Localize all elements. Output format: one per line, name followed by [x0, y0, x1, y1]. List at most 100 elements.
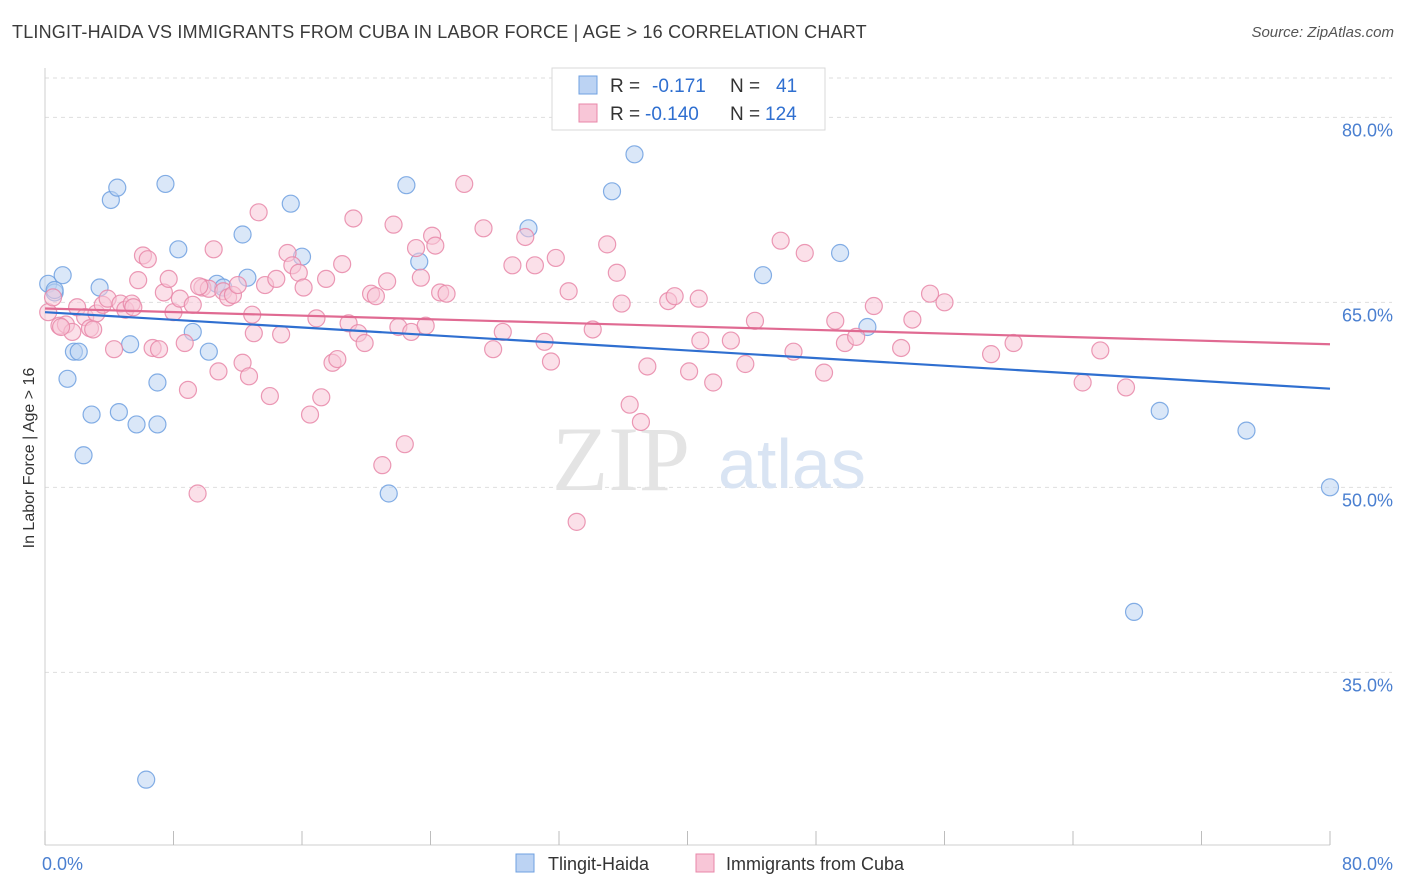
- cuba-point: [795, 243, 814, 263]
- tlingit-haida-point: [199, 342, 218, 361]
- cuba-point: [1091, 341, 1110, 360]
- cuba-point: [691, 331, 710, 350]
- x-tick-label-min: 0.0%: [42, 854, 83, 874]
- cuba-point: [426, 236, 445, 255]
- cuba-point: [493, 322, 512, 342]
- tlingit-haida-point: [82, 405, 101, 424]
- cuba-point: [920, 284, 940, 303]
- tlingit-haida-point: [625, 145, 644, 164]
- series-cuba-points: [39, 174, 1136, 531]
- cuba-point: [736, 354, 755, 374]
- tlingit-haida-point: [169, 240, 188, 259]
- watermark-zip: ZIP: [552, 408, 690, 510]
- trend-lines: [44, 307, 1331, 390]
- cuba-point: [300, 405, 320, 424]
- tlingit-haida-point: [109, 403, 128, 422]
- chart-title: TLINGIT-HAIDA VS IMMIGRANTS FROM CUBA IN…: [12, 22, 867, 42]
- cuba-point: [138, 250, 157, 269]
- cuba-point: [546, 248, 565, 268]
- cuba-point: [149, 340, 169, 359]
- stats-n-value-0: 41: [776, 76, 797, 97]
- cuba-point: [307, 309, 326, 328]
- cuba-point: [328, 349, 347, 369]
- watermark: ZIP atlas: [552, 408, 866, 510]
- cuba-point: [567, 512, 586, 531]
- cuba-point: [384, 215, 403, 234]
- tlingit-haida-point: [121, 335, 140, 354]
- cuba-point: [583, 320, 602, 339]
- cuba-point: [175, 333, 194, 353]
- cuba-point: [84, 320, 103, 339]
- stats-r-label-1: R =: [610, 104, 640, 125]
- tlingit-haida-point: [1237, 421, 1256, 440]
- cuba-point: [771, 231, 790, 250]
- cuba-point: [51, 317, 71, 337]
- tlingit-haida-point: [53, 266, 72, 285]
- legend-swatch-cuba: [695, 853, 715, 873]
- cuba-point: [598, 235, 617, 254]
- cuba-point: [903, 310, 922, 329]
- cuba-point: [190, 277, 209, 296]
- cuba-point: [344, 209, 363, 228]
- cuba-point: [239, 367, 259, 386]
- cuba-point: [559, 282, 578, 301]
- cuba-point: [183, 295, 202, 314]
- cuba-point: [484, 340, 503, 359]
- watermark-atlas: atlas: [718, 425, 866, 503]
- tlingit-haida-point: [74, 446, 93, 465]
- legend-swatch-tlingit: [515, 853, 535, 873]
- tlingit-haida-point: [108, 178, 127, 197]
- stats-legend: R = -0.171 N = 41 R = -0.140 N = 124: [551, 67, 826, 131]
- cuba-point: [272, 325, 291, 344]
- cuba-point: [1004, 333, 1023, 353]
- stats-n-label-0: N =: [730, 76, 760, 97]
- cuba-point: [366, 287, 385, 306]
- tlingit-haida-point: [379, 484, 398, 503]
- tlingit-haida-point: [1320, 478, 1340, 497]
- cuba-point: [704, 373, 723, 392]
- stats-swatch-tlingit: [578, 75, 598, 95]
- cuba-point: [612, 294, 631, 313]
- cuba-point: [43, 288, 63, 307]
- x-tick-labels: 0.0% 80.0%: [42, 854, 1393, 874]
- x-ticks: [44, 831, 1331, 845]
- x-tick-label-max: 80.0%: [1342, 854, 1393, 874]
- cuba-point: [607, 263, 626, 282]
- series-legend: Tlingit-Haida Immigrants from Cuba: [515, 853, 905, 874]
- cuba-point: [631, 412, 651, 432]
- cuba-point: [395, 435, 414, 454]
- tlingit-haida-point: [137, 770, 156, 789]
- cuba-point: [981, 345, 1001, 364]
- stats-swatch-cuba: [578, 103, 598, 123]
- stats-r-label-0: R =: [610, 76, 640, 97]
- stats-r-value-1: -0.140: [645, 104, 699, 125]
- cuba-point: [355, 333, 374, 353]
- trend-line-tlingit-haida: [44, 311, 1331, 390]
- cuba-point: [689, 289, 708, 308]
- cuba-point: [294, 278, 313, 297]
- tlingit-haida-point: [148, 415, 167, 434]
- cuba-point: [244, 324, 263, 343]
- y-tick-label: 50.0%: [1342, 490, 1393, 510]
- source-label: Source: ZipAtlas.com: [1251, 24, 1394, 41]
- cuba-point: [316, 269, 336, 288]
- tlingit-haida-point: [281, 194, 300, 213]
- stats-r-value-0: -0.171: [652, 76, 706, 97]
- cuba-point: [228, 275, 247, 295]
- cuba-point: [935, 293, 954, 312]
- tlingit-haida-point: [830, 243, 850, 263]
- cuba-point: [665, 287, 684, 306]
- cuba-point: [104, 340, 124, 359]
- cuba-point: [209, 362, 228, 381]
- y-axis-label: In Labor Force | Age > 16: [21, 368, 38, 549]
- stats-n-label-1: N =: [730, 104, 760, 125]
- tlingit-haida-point: [127, 415, 146, 434]
- tlingit-haida-point: [69, 342, 88, 361]
- cuba-point: [892, 338, 911, 358]
- cuba-point: [411, 268, 430, 287]
- cuba-point: [159, 269, 178, 288]
- cuba-point: [373, 456, 392, 475]
- y-tick-labels: 80.0% 65.0% 50.0% 35.0%: [1342, 120, 1393, 695]
- cuba-point: [437, 284, 456, 303]
